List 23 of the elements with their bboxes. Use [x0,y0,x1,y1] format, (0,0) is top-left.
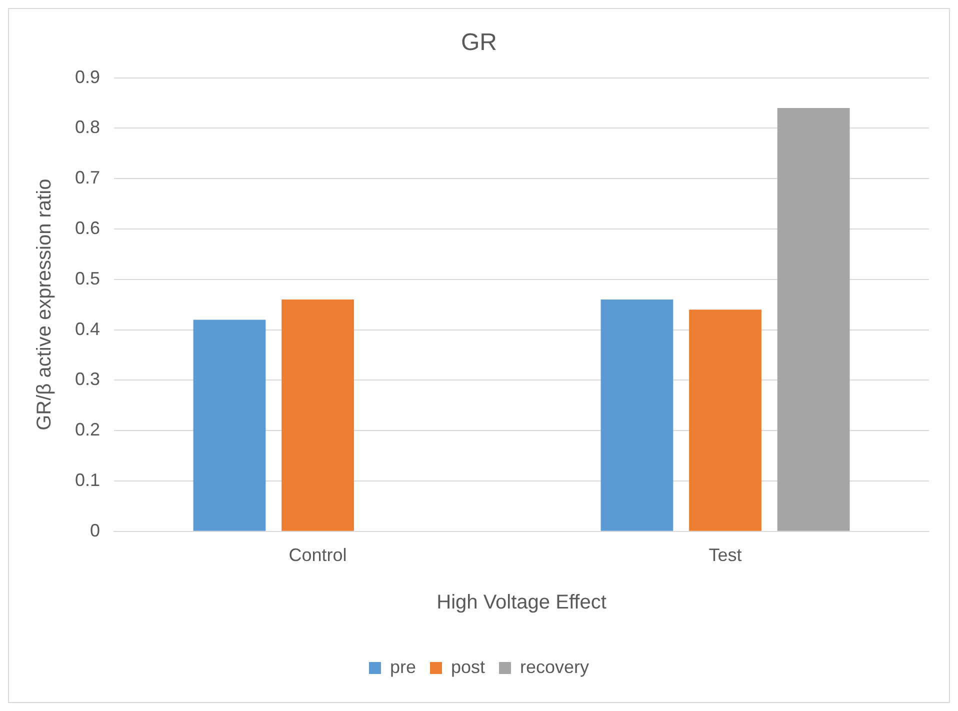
y-tick-label: 0.3 [74,369,100,390]
y-tick-label: 0.7 [74,168,100,188]
legend-label: pre [390,656,416,677]
y-tick-label: 0.8 [74,117,100,138]
y-tick-label: 0.9 [74,66,100,87]
bar [193,320,266,531]
y-tick-label: 0.5 [74,268,100,288]
y-tick-label: 0 [90,520,100,540]
bar [600,300,674,531]
x-tick-label: Test [708,545,742,566]
x-axis-title: High Voltage Effect [436,592,607,614]
x-tick-label: Control [288,545,347,566]
bar [689,310,762,531]
bar [282,300,354,531]
y-tick-label: 0.4 [74,318,100,339]
y-axis-title: GR/β active expression ratio [34,178,56,430]
legend-label: post [450,656,486,677]
y-tick-label: 0.2 [74,420,100,440]
bar [777,108,850,531]
chart-title: GR [461,29,497,56]
y-tick-label: 0.1 [74,470,100,490]
legend-label: recovery [520,656,590,677]
y-tick-label: 0.6 [74,218,100,238]
